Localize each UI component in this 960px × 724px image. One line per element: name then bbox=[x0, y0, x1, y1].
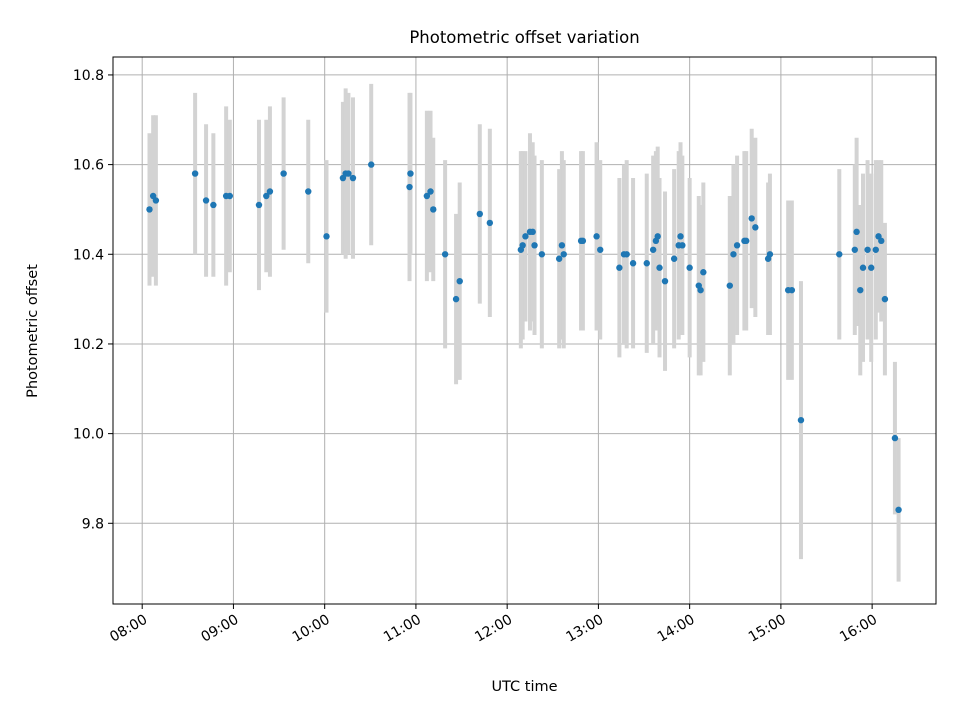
data-point bbox=[210, 201, 217, 209]
data-point bbox=[305, 188, 312, 195]
data-point bbox=[152, 197, 160, 204]
data-point bbox=[859, 264, 867, 271]
data-point bbox=[407, 170, 414, 177]
data-point bbox=[788, 286, 796, 294]
data-point bbox=[853, 228, 860, 236]
data-point bbox=[891, 434, 899, 442]
data-point bbox=[748, 215, 755, 222]
data-point bbox=[323, 233, 330, 240]
data-point bbox=[345, 170, 352, 177]
data-point bbox=[368, 161, 375, 168]
data-point bbox=[560, 251, 567, 258]
data-point bbox=[679, 242, 686, 249]
data-point bbox=[872, 246, 879, 253]
data-point bbox=[656, 264, 663, 271]
data-point bbox=[643, 260, 650, 267]
data-point bbox=[766, 251, 774, 258]
data-point bbox=[519, 242, 526, 249]
data-point bbox=[649, 246, 657, 253]
data-point bbox=[733, 242, 741, 249]
data-point bbox=[797, 416, 805, 424]
data-point bbox=[752, 224, 759, 231]
data-point bbox=[452, 295, 460, 303]
data-point bbox=[868, 264, 875, 271]
data-point bbox=[146, 206, 153, 213]
data-point bbox=[878, 237, 885, 245]
data-point bbox=[349, 174, 357, 182]
data-point bbox=[661, 277, 669, 285]
y-tick-label: 9.8 bbox=[82, 516, 104, 532]
data-point bbox=[616, 264, 623, 271]
data-point bbox=[700, 269, 707, 276]
data-point bbox=[597, 246, 604, 253]
y-tick-label: 10.2 bbox=[73, 337, 104, 353]
data-point bbox=[476, 210, 483, 218]
data-point bbox=[864, 246, 871, 253]
data-point bbox=[579, 237, 587, 245]
data-point bbox=[427, 188, 434, 195]
plot-frame bbox=[112, 56, 937, 605]
data-point bbox=[423, 192, 431, 200]
y-axis-ticks: 9.8 10.0 10.2 10.4 10.6 10.8 bbox=[73, 68, 113, 532]
data-point bbox=[726, 282, 733, 289]
y-tick-label: 10.0 bbox=[73, 427, 104, 443]
data-point bbox=[558, 242, 566, 249]
data-point bbox=[857, 286, 864, 294]
data-point bbox=[202, 197, 210, 204]
data-point bbox=[263, 192, 270, 200]
data-point bbox=[743, 237, 750, 245]
data-point bbox=[456, 277, 463, 285]
data-point bbox=[895, 506, 902, 514]
y-tick-label: 10.8 bbox=[73, 68, 104, 84]
data-point bbox=[697, 286, 704, 294]
data-point bbox=[266, 188, 274, 195]
data-point bbox=[623, 251, 630, 258]
y-axis-label: Photometric offset bbox=[25, 264, 41, 398]
data-point bbox=[851, 246, 858, 253]
data-point bbox=[255, 201, 263, 209]
data-point bbox=[522, 233, 529, 240]
data-point bbox=[486, 219, 494, 227]
data-point bbox=[654, 233, 661, 240]
data-point bbox=[280, 170, 287, 177]
data-point bbox=[529, 228, 536, 236]
y-tick-label: 10.6 bbox=[73, 158, 104, 174]
data-point bbox=[593, 233, 600, 240]
data-point bbox=[881, 295, 889, 303]
y-tick-label: 10.4 bbox=[73, 247, 104, 263]
data-points bbox=[146, 161, 902, 514]
data-point bbox=[538, 251, 546, 258]
data-point bbox=[629, 260, 637, 267]
data-point bbox=[406, 183, 413, 191]
data-point bbox=[670, 255, 678, 262]
data-point bbox=[226, 192, 233, 200]
data-point bbox=[836, 251, 843, 258]
data-point bbox=[191, 170, 199, 177]
data-point bbox=[430, 206, 437, 213]
data-point bbox=[677, 233, 684, 240]
data-point bbox=[531, 242, 538, 249]
x-axis-label: UTC time bbox=[491, 679, 557, 695]
data-point bbox=[730, 251, 737, 258]
chart-title: Photometric offset variation bbox=[409, 28, 639, 47]
data-point bbox=[686, 264, 693, 271]
data-point bbox=[555, 255, 563, 262]
data-point bbox=[441, 251, 449, 258]
